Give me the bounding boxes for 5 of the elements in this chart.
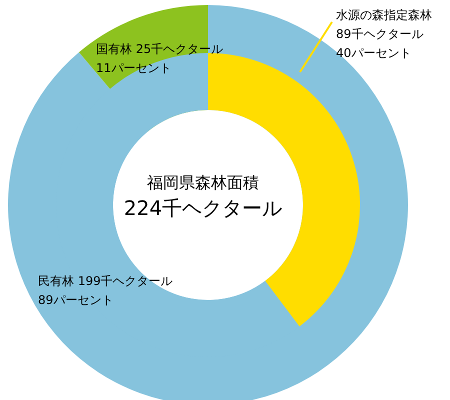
- slice-label: 水源の森指定森林: [336, 7, 432, 24]
- slice-label: 民有林 199千ヘクタール 89パーセント: [38, 273, 173, 309]
- data-label: 89千ヘクタール 40パーセント: [336, 26, 424, 62]
- text: 福岡県森林面積: [146, 172, 260, 194]
- text: 224千ヘクタール: [122, 195, 284, 222]
